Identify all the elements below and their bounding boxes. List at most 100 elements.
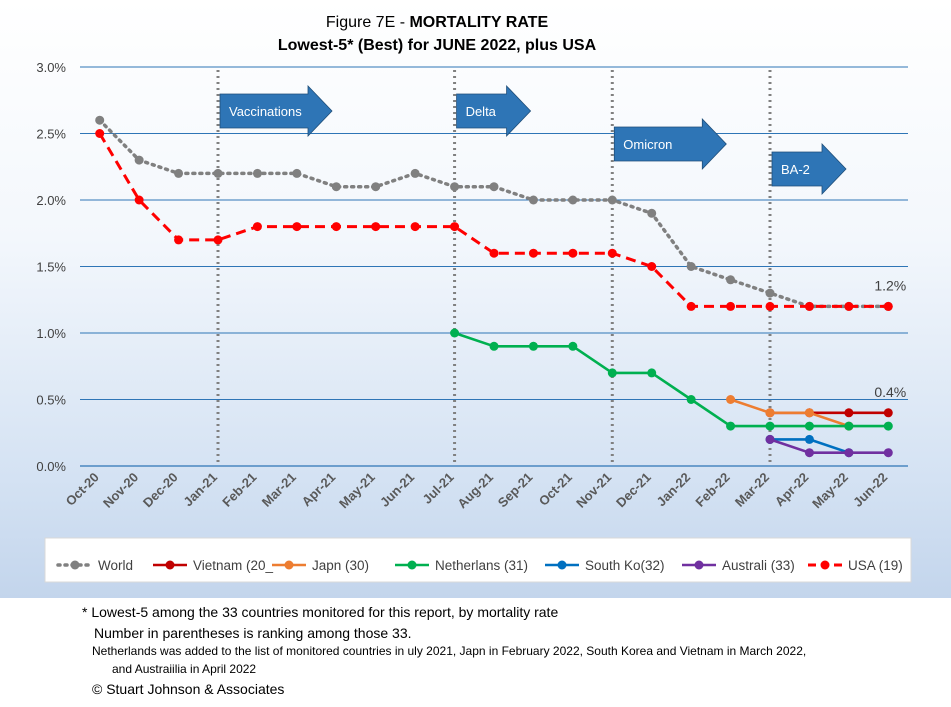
data-point (647, 368, 657, 378)
y-tick-label: 3.0% (36, 60, 66, 75)
value-annotation: 1.2% (874, 277, 906, 293)
data-point (804, 421, 814, 431)
data-point (765, 288, 775, 298)
x-tick-label: Dec-20 (140, 470, 181, 511)
mortality-line-chart: Figure 7E - MORTALITY RATE Lowest-5* (Be… (36, 14, 912, 583)
data-point (528, 195, 538, 205)
data-point (686, 395, 696, 404)
legend-box (44, 537, 912, 583)
x-tick-label: Nov-20 (100, 470, 141, 511)
series-layer (95, 115, 893, 458)
chart-subtitle: Lowest-5* (Best) for JUNE 2022, plus USA (278, 37, 597, 54)
footnote-lowest-5: * Lowest-5 among the 33 countries monito… (82, 604, 559, 620)
x-tick-label: Dec-21 (613, 470, 654, 511)
data-point (765, 301, 775, 311)
event-label: Vaccinations (229, 104, 302, 119)
legend-label: Japn (30) (312, 558, 369, 573)
data-point (726, 301, 736, 311)
x-tick-label: May-21 (336, 470, 378, 512)
series-group (765, 434, 893, 458)
y-tick-label: 1.0% (36, 326, 66, 341)
data-point (804, 448, 814, 458)
event-arrow (613, 118, 727, 170)
data-point (134, 155, 144, 165)
data-point (410, 168, 420, 178)
data-point (844, 448, 854, 458)
data-point (686, 301, 696, 311)
data-point (568, 195, 578, 205)
data-point (331, 222, 341, 232)
data-point (568, 248, 578, 258)
data-point (213, 235, 223, 245)
data-point (371, 182, 381, 192)
x-tick-label: Nov-21 (573, 470, 614, 511)
copyright-notice: © Stuart Johnson & Associates (92, 681, 285, 697)
data-point (489, 248, 499, 258)
data-point (765, 421, 775, 431)
data-point (410, 222, 420, 232)
x-tick-label: Mar-21 (259, 470, 299, 510)
y-tick-label: 0.0% (36, 459, 66, 474)
value-annotation: 0.4% (874, 384, 906, 400)
grid-layer (80, 66, 908, 467)
legend-marker (284, 560, 294, 570)
x-tick-label: Jun-21 (377, 470, 417, 510)
legend-marker (820, 560, 830, 570)
x-tick-label: Jul-21 (420, 470, 457, 507)
x-tick-label: Oct-20 (63, 470, 102, 509)
event-markers: Vaccinations Delta Omicron BA-2 (216, 70, 847, 466)
legend-label: South Ko(32) (585, 558, 665, 573)
data-point (844, 301, 854, 311)
data-point (292, 222, 302, 232)
legend-label: USA (19) (848, 558, 903, 573)
y-axis: 0.0% 0.5% 1.0% 1.5% 2.0% 2.5% 3.0% (36, 60, 66, 474)
legend-marker (694, 560, 704, 570)
data-point (134, 195, 144, 205)
data-point (331, 182, 341, 192)
x-tick-label: Apr-21 (299, 470, 339, 510)
x-tick-label: May-22 (809, 470, 851, 512)
data-point (292, 168, 302, 178)
chart-title-prefix: Figure 7E - (326, 14, 410, 31)
legend-label: Netherlans (31) (435, 558, 528, 573)
data-point (647, 208, 657, 218)
data-point (489, 182, 499, 192)
x-tick-label: Jan-21 (180, 470, 220, 510)
x-tick-label: Feb-21 (219, 470, 259, 510)
data-point (252, 168, 262, 178)
annotations: 1.2% 0.4% (874, 277, 906, 399)
data-point (528, 341, 538, 351)
footnote-ranking: Number in parentheses is ranking among t… (94, 625, 412, 641)
legend-marker (407, 560, 417, 570)
legend-marker (70, 560, 80, 570)
series-line (98, 132, 889, 308)
legend-label: World (98, 558, 133, 573)
event-arrow (771, 143, 847, 195)
data-point (607, 248, 617, 258)
series-group (95, 115, 893, 311)
legend-label: Australi (33) (722, 558, 795, 573)
event-label: BA-2 (781, 162, 810, 177)
data-point (607, 368, 617, 378)
x-tick-label: Sep-21 (495, 470, 536, 511)
y-tick-label: 1.5% (36, 260, 66, 275)
data-point (450, 328, 460, 338)
data-point (844, 421, 854, 431)
data-point (726, 395, 736, 404)
event-label: Omicron (623, 137, 672, 152)
data-point (726, 275, 736, 285)
data-point (371, 222, 381, 232)
event-label: Delta (466, 104, 497, 119)
data-point (726, 421, 736, 431)
data-point (883, 408, 893, 418)
series-line (454, 331, 889, 428)
event-arrow (456, 85, 532, 137)
y-tick-label: 2.0% (36, 193, 66, 208)
series-line (730, 398, 850, 428)
x-tick-label: Apr-22 (772, 470, 812, 510)
legend-marker (557, 560, 567, 570)
data-point (450, 182, 460, 192)
series-group (95, 129, 893, 311)
data-point (213, 168, 223, 178)
x-tick-label: Mar-22 (732, 470, 772, 510)
